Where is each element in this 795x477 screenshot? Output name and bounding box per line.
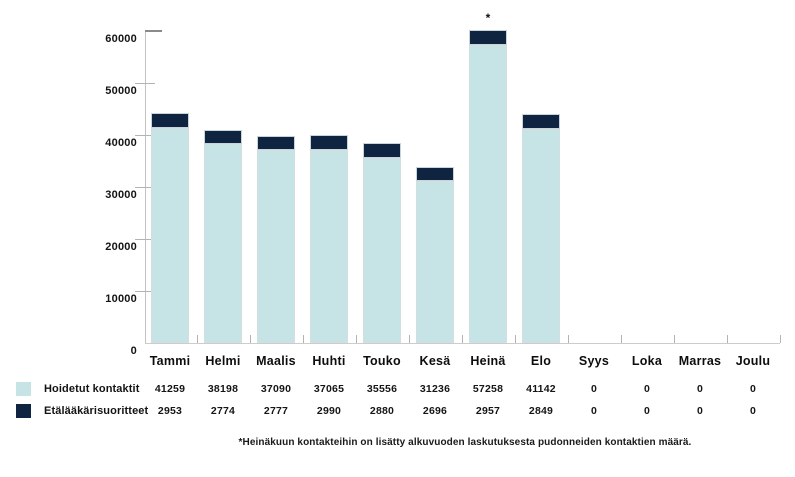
table-cell-hoidetut: 0 — [643, 383, 651, 395]
table-cell-hoidetut: 0 — [749, 383, 757, 395]
y-axis-label: 60000 — [105, 33, 137, 45]
bar-segment-etalaakari — [257, 135, 295, 151]
table-cell-etalaakari: 0 — [696, 405, 704, 417]
bar-segment-etalaakari — [469, 29, 507, 46]
table-cell-etalaakari: 0 — [749, 405, 757, 417]
x-axis-label: Touko — [363, 354, 401, 368]
bar-segment-etalaakari — [416, 166, 454, 181]
table-cell-hoidetut: 37065 — [313, 383, 345, 395]
bar-segment-hoidetut — [469, 45, 507, 343]
x-tick — [673, 335, 675, 343]
x-tick — [514, 335, 516, 343]
legend-swatch-navy — [16, 403, 31, 418]
bar-segment-hoidetut — [363, 158, 401, 343]
table-cell-hoidetut: 35556 — [366, 383, 398, 395]
table-cell-etalaakari: 2953 — [157, 405, 183, 417]
x-axis-label: Tammi — [149, 354, 191, 368]
table-cell-etalaakari: 2696 — [422, 405, 448, 417]
x-axis-label: Helmi — [205, 354, 241, 368]
y-axis-label: 40000 — [105, 137, 137, 149]
x-axis-label: Syys — [578, 354, 610, 368]
legend-item-hoidetut-kontaktit: Hoidetut kontaktit — [16, 381, 139, 396]
y-axis-top-cap — [145, 30, 162, 32]
table-cell-etalaakari: 2774 — [210, 405, 236, 417]
table-cell-etalaakari: 0 — [590, 405, 598, 417]
legend-label: Hoidetut kontaktit — [44, 382, 140, 395]
x-axis-label: Maalis — [256, 354, 296, 368]
x-tick — [355, 335, 357, 343]
y-axis-label: 10000 — [105, 293, 137, 305]
bar-segment-etalaakari — [204, 129, 242, 145]
bar-segment-etalaakari — [522, 114, 560, 130]
y-tick — [135, 187, 155, 188]
x-tick — [779, 335, 781, 343]
y-axis-label: 50000 — [105, 85, 137, 97]
x-tick — [726, 335, 728, 343]
bar-segment-etalaakari — [151, 113, 189, 129]
x-axis — [145, 343, 780, 344]
x-tick — [567, 335, 569, 343]
table-cell-etalaakari: 2880 — [369, 405, 395, 417]
bar-segment-etalaakari — [310, 134, 348, 151]
x-tick — [620, 335, 622, 343]
y-axis-label: 0 — [130, 345, 137, 357]
table-cell-etalaakari: 2957 — [475, 405, 501, 417]
x-axis-label: Elo — [530, 354, 552, 368]
table-cell-hoidetut: 57258 — [472, 383, 504, 395]
bar-segment-hoidetut — [204, 144, 242, 343]
bar-segment-hoidetut — [522, 129, 560, 343]
x-tick — [461, 335, 463, 343]
x-tick — [249, 335, 251, 343]
x-axis-label: Kesä — [419, 354, 451, 368]
table-cell-etalaakari: 0 — [643, 405, 651, 417]
bar-segment-etalaakari — [363, 143, 401, 159]
y-axis-label: 30000 — [105, 189, 137, 201]
table-cell-etalaakari: 2777 — [263, 405, 289, 417]
bar-segment-hoidetut — [257, 150, 295, 343]
annotation-asterisk: * — [485, 11, 491, 25]
legend-item-etalaakarisuoritteet: Etälääkärisuoritteet — [16, 403, 148, 418]
y-tick — [135, 135, 155, 136]
bar-segment-hoidetut — [416, 180, 454, 343]
x-axis-label: Loka — [631, 354, 663, 368]
x-axis-label: Heinä — [470, 354, 506, 368]
legend-swatch-light-blue — [16, 381, 31, 396]
bar-segment-hoidetut — [310, 150, 348, 343]
x-axis-label: Joulu — [735, 354, 771, 368]
bar-segment-hoidetut — [151, 128, 189, 343]
legend-label: Etälääkärisuoritteet — [44, 404, 149, 417]
footnote: *Heinäkuun kontakteihin on lisätty alkuv… — [238, 437, 692, 448]
x-axis-label: Huhti — [312, 354, 346, 368]
y-axis-label: 20000 — [105, 241, 137, 253]
x-axis-label: Marras — [678, 354, 722, 368]
y-tick — [135, 83, 155, 84]
x-tick — [196, 335, 198, 343]
y-tick — [135, 239, 155, 240]
table-cell-hoidetut: 0 — [590, 383, 598, 395]
table-cell-etalaakari: 2849 — [528, 405, 554, 417]
table-cell-hoidetut: 41259 — [154, 383, 186, 395]
table-cell-hoidetut: 37090 — [260, 383, 292, 395]
table-cell-etalaakari: 2990 — [316, 405, 342, 417]
table-cell-hoidetut: 0 — [696, 383, 704, 395]
x-tick — [302, 335, 304, 343]
x-tick — [408, 335, 410, 343]
table-cell-hoidetut: 38198 — [207, 383, 239, 395]
table-cell-hoidetut: 41142 — [526, 383, 556, 395]
table-cell-hoidetut: 31236 — [419, 383, 451, 395]
y-tick — [135, 291, 155, 292]
